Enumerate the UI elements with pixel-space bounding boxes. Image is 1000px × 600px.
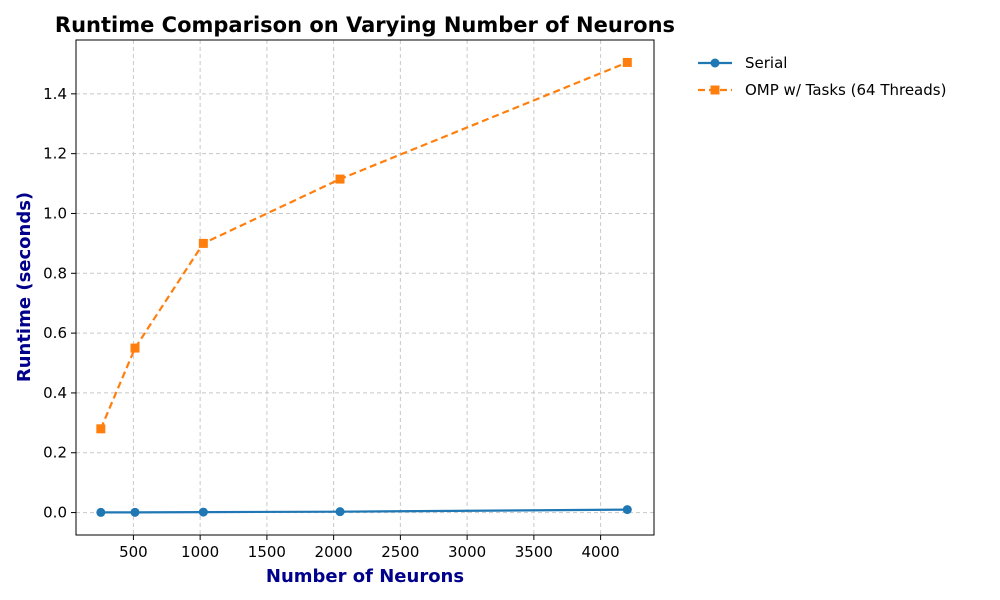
legend-label: OMP w/ Tasks (64 Threads) bbox=[745, 81, 946, 99]
series-2 bbox=[96, 57, 632, 434]
legend-marker bbox=[710, 85, 720, 95]
y-tick-label: 0.6 bbox=[43, 324, 67, 342]
legend: Serial OMP w/ Tasks (64 Threads) bbox=[698, 54, 946, 99]
y-tick-label: 1.4 bbox=[43, 85, 67, 103]
data-point bbox=[96, 507, 106, 517]
chart-title: Runtime Comparison on Varying Number of … bbox=[55, 13, 675, 37]
x-tick-label: 3500 bbox=[515, 543, 553, 561]
x-tick-label: 1000 bbox=[181, 543, 219, 561]
x-tick-label: 1500 bbox=[248, 543, 286, 561]
data-point bbox=[622, 505, 632, 515]
series-line bbox=[100, 508, 628, 514]
data-point bbox=[96, 424, 106, 434]
series-layer bbox=[96, 57, 632, 517]
y-tick-label: 0.0 bbox=[43, 504, 67, 522]
x-tick-label: 2500 bbox=[381, 543, 419, 561]
data-point bbox=[335, 507, 345, 517]
data-point bbox=[335, 174, 345, 184]
x-tick-label: 4000 bbox=[582, 543, 620, 561]
y-tick-label: 1.0 bbox=[43, 204, 67, 222]
legend-marker bbox=[710, 58, 720, 68]
data-point bbox=[198, 238, 208, 248]
axis-ticks: 500 1000 1500 2000 2500 3000 3500 4000 0.0 0.2 0.4… bbox=[43, 85, 620, 561]
data-point bbox=[130, 343, 140, 353]
x-tick-label: 500 bbox=[119, 543, 148, 561]
series-1 bbox=[96, 505, 632, 517]
y-tick-label: 0.4 bbox=[43, 384, 67, 402]
y-tick-label: 1.2 bbox=[43, 145, 67, 163]
series-line bbox=[99, 61, 628, 430]
y-tick-label: 0.2 bbox=[43, 444, 67, 462]
legend-label: Serial bbox=[745, 54, 787, 72]
legend-item: Serial bbox=[698, 54, 787, 72]
grid bbox=[76, 40, 654, 535]
x-tick-label: 2000 bbox=[315, 543, 353, 561]
x-tick-label: 3000 bbox=[448, 543, 486, 561]
y-tick-label: 0.8 bbox=[43, 264, 67, 282]
x-axis-label: Number of Neurons bbox=[266, 566, 464, 587]
data-point bbox=[198, 507, 208, 517]
legend-item: OMP w/ Tasks (64 Threads) bbox=[698, 81, 946, 99]
data-point bbox=[622, 57, 632, 67]
data-point bbox=[130, 507, 140, 517]
y-axis-label: Runtime (seconds) bbox=[14, 192, 35, 382]
plot-area bbox=[75, 39, 655, 536]
